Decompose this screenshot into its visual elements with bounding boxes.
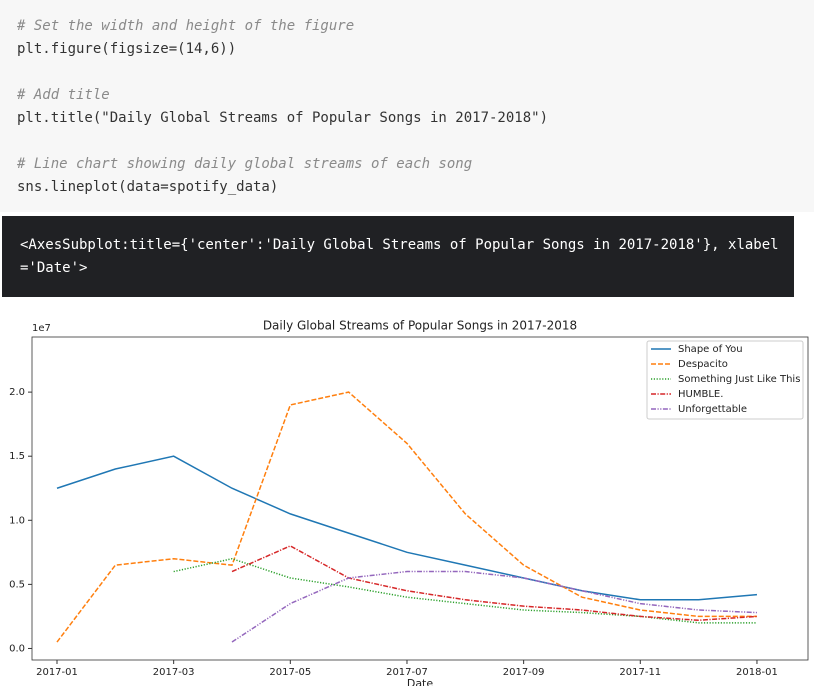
x-axis-label: Date (407, 677, 434, 686)
legend-label: HUMBLE. (678, 389, 723, 400)
x-tick-label: 2017-01 (36, 667, 78, 678)
x-tick-label: 2017-11 (619, 667, 661, 678)
code-line: # Line chart showing daily global stream… (17, 156, 473, 172)
x-tick-label: 2017-07 (386, 667, 428, 678)
series-line (231, 570, 757, 643)
series-line (56, 455, 758, 601)
y-offset-label: 1e7 (32, 323, 51, 334)
code-line: plt.title("Daily Global Streams of Popul… (17, 110, 549, 126)
x-tick-label: 2017-09 (503, 667, 545, 678)
chart-title: Daily Global Streams of Popular Songs in… (263, 319, 577, 333)
code-line: # Set the width and height of the figure (17, 18, 355, 34)
y-tick-label: 1.0 (9, 515, 25, 526)
code-line: sns.lineplot(data=spotify_data) (17, 179, 279, 195)
y-tick-label: 0.5 (9, 579, 25, 590)
series-line (231, 545, 758, 622)
legend-box (646, 340, 804, 420)
legend-label: Shape of You (678, 344, 743, 355)
legend-label: Something Just Like This (678, 374, 800, 385)
series-line (56, 391, 757, 643)
series-line (173, 557, 757, 624)
cell-output: <AxesSubplot:title={'center':'Daily Glob… (2, 216, 794, 297)
code-cell: # Set the width and height of the figure… (0, 0, 814, 212)
x-tick-label: 2017-05 (269, 667, 311, 678)
code-line: # Add title (17, 87, 110, 103)
y-tick-label: 2.0 (9, 387, 25, 398)
x-tick-label: 2017-03 (153, 667, 195, 678)
legend-label: Unforgettable (678, 404, 747, 415)
y-tick-label: 1.5 (9, 451, 25, 462)
x-tick-label: 2018-01 (736, 667, 778, 678)
legend-label: Despacito (678, 359, 728, 370)
code-line: plt.figure(figsize=(14,6)) (17, 41, 237, 57)
plot-area (31, 336, 809, 661)
chart: Daily Global Streams of Popular Songs in… (9, 319, 809, 686)
y-tick-label: 0.0 (9, 643, 25, 654)
